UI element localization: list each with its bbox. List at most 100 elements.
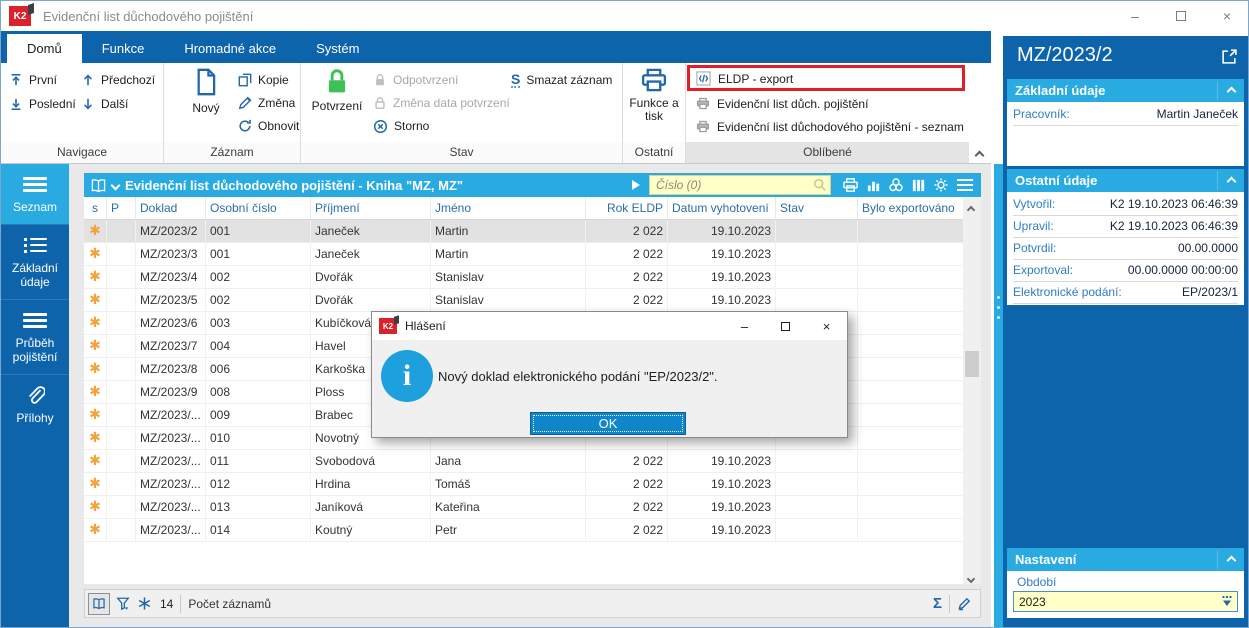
column-header-rok-eldp[interactable]: Rok ELDP — [586, 197, 668, 219]
cell-stav — [776, 266, 858, 288]
eldp-export-button[interactable]: ELDP - export — [696, 67, 793, 90]
storno-button[interactable]: Storno — [373, 115, 429, 137]
scroll-up-icon[interactable] — [966, 202, 976, 215]
dialog-close-button[interactable]: × — [822, 318, 831, 334]
table-row[interactable]: ✱ MZ/2023/... 012 Hrdina Tomáš 2 022 19.… — [84, 473, 963, 496]
zmena-button[interactable]: Změna — [238, 92, 295, 114]
column-header-prijmeni[interactable]: Příjmení — [311, 197, 431, 219]
cell-osobni-cislo: 014 — [206, 519, 311, 541]
tab-domu[interactable]: Domů — [7, 34, 82, 63]
sidebar-item-zakladni-udaje[interactable]: Základní údaje — [1, 225, 69, 300]
snowflake-icon[interactable] — [137, 596, 152, 611]
column-header-doklad[interactable]: Doklad — [136, 197, 206, 219]
tab-funkce[interactable]: Funkce — [101, 41, 145, 56]
grid-header-row: s P Doklad Osobní číslo Příjmení Jméno R… — [84, 197, 963, 220]
column-header-s[interactable]: s — [84, 197, 107, 219]
chart-icon[interactable] — [866, 178, 881, 193]
cell-p — [107, 473, 136, 495]
ok-button[interactable]: OK — [530, 412, 686, 435]
scroll-down-icon[interactable] — [966, 571, 976, 584]
obnovit-button[interactable]: Obnovit — [238, 115, 299, 137]
tab-system[interactable]: Systém — [316, 41, 360, 56]
close-button[interactable]: × — [1222, 8, 1232, 24]
collapse-icon[interactable] — [1226, 176, 1237, 187]
lookup-dropdown-icon[interactable] — [1220, 595, 1234, 608]
section-header-nastaveni[interactable]: Nastavení — [1007, 548, 1244, 571]
sidebar-item-seznam[interactable]: Seznam — [1, 164, 69, 225]
print-grid-icon[interactable] — [842, 177, 859, 193]
column-header-osobni-cislo[interactable]: Osobní číslo — [206, 197, 311, 219]
chevron-down-icon[interactable] — [110, 178, 121, 192]
kopie-button[interactable]: Kopie — [238, 69, 289, 91]
cell-osobni-cislo: 006 — [206, 358, 311, 380]
table-row[interactable]: ✱ MZ/2023/2 001 Janeček Martin 2 022 19.… — [84, 220, 963, 243]
funkce-a-tisk-button[interactable]: Funkce a tisk — [626, 67, 682, 123]
dialog-minimize-button[interactable]: – — [740, 318, 749, 334]
hlaseni-dialog: K2 Hlášení – × i Nový doklad elektronick… — [371, 311, 848, 438]
section-header-zakladni-udaje[interactable]: Základní údaje — [1007, 79, 1244, 102]
dialog-maximize-button[interactable] — [765, 312, 806, 340]
cell-osobni-cislo: 010 — [206, 427, 311, 449]
record-star-icon: ✱ — [89, 269, 101, 285]
cell-stav — [776, 312, 858, 334]
cell-osobni-cislo: 002 — [206, 289, 311, 311]
filter-icon[interactable] — [116, 596, 130, 611]
analysis-icon[interactable] — [888, 177, 904, 193]
grid-vertical-scrollbar[interactable] — [963, 197, 981, 584]
book-icon[interactable] — [90, 178, 107, 193]
favorite-print-eldp-button[interactable]: Evidenční list důch. pojištění — [696, 92, 868, 115]
posledni-button[interactable]: Poslední — [9, 93, 76, 115]
cell-bylo-exportovano — [858, 496, 963, 518]
menu-icon[interactable] — [956, 178, 974, 192]
sidebar-item-prubeh-pojisteni[interactable]: Průběh pojištění — [1, 300, 69, 375]
search-input[interactable] — [649, 175, 831, 195]
grid-title: Evidenční list důchodového pojištění - K… — [125, 177, 464, 193]
open-in-window-icon[interactable] — [1221, 48, 1238, 65]
scrollbar-thumb[interactable] — [965, 351, 979, 377]
collapse-icon[interactable] — [1226, 555, 1237, 566]
detail-record-title: MZ/2023/2 — [1017, 44, 1113, 66]
table-row[interactable]: ✱ MZ/2023/... 014 Koutný Petr 2 022 19.1… — [84, 519, 963, 542]
cell-osobni-cislo: 013 — [206, 496, 311, 518]
novy-button[interactable]: Nový — [178, 67, 234, 115]
minimize-button[interactable]: – — [1131, 8, 1139, 24]
smazat-zaznam-button[interactable]: S Smazat záznam — [511, 71, 613, 88]
sidebar-item-prilohy[interactable]: Přílohy — [1, 375, 69, 435]
cell-osobni-cislo: 008 — [206, 381, 311, 403]
column-header-bylo-exportovano[interactable]: Bylo exportováno — [862, 201, 955, 215]
column-header-stav[interactable]: Stav — [776, 197, 858, 219]
dalsi-button[interactable]: Další — [81, 93, 128, 115]
sum-sigma-icon[interactable]: Σ — [932, 595, 942, 612]
columns-icon[interactable] — [911, 178, 926, 193]
potvrzeni-button[interactable]: Potvrzení — [309, 67, 365, 113]
group-label-zaznam: Záznam — [164, 142, 300, 163]
table-row[interactable]: ✱ MZ/2023/4 002 Dvořák Stanislav 2 022 1… — [84, 266, 963, 289]
favorite-print-seznam-button[interactable]: Evidenční list důchodového pojištění - s… — [696, 115, 964, 138]
settings-gear-icon[interactable] — [933, 177, 949, 193]
play-filter-icon[interactable] — [632, 180, 640, 190]
maximize-button[interactable] — [1158, 1, 1204, 31]
table-row[interactable]: ✱ MZ/2023/... 010 Novotný — [84, 427, 963, 450]
edit-pencil-icon[interactable] — [957, 596, 972, 611]
ribbon-collapse-icon[interactable] — [974, 148, 985, 161]
prvni-button[interactable]: První — [9, 69, 57, 91]
column-header-datum-vyhotoveni[interactable]: Datum vyhotovení — [668, 197, 776, 219]
predchozi-button[interactable]: Předchozí — [81, 69, 155, 91]
table-row[interactable]: ✱ MZ/2023/5 002 Dvořák Stanislav 2 022 1… — [84, 289, 963, 312]
collapse-icon[interactable] — [1226, 86, 1237, 97]
book-view-icon[interactable] — [88, 592, 110, 615]
tab-hromadne-akce[interactable]: Hromadné akce — [184, 41, 277, 56]
table-row[interactable]: ✱ MZ/2023/... 011 Svobodová Jana 2 022 1… — [84, 450, 963, 473]
cell-doklad: MZ/2023/... — [136, 496, 206, 518]
search-icon — [813, 178, 827, 192]
column-header-jmeno[interactable]: Jméno — [431, 197, 586, 219]
table-row[interactable]: ✱ MZ/2023/... 013 Janíková Kateřina 2 02… — [84, 496, 963, 519]
cell-datum-vyhotoveni: 19.10.2023 — [668, 496, 776, 518]
obdobi-input[interactable] — [1013, 591, 1238, 612]
column-header-p[interactable]: P — [107, 197, 136, 219]
panel-splitter[interactable] — [994, 164, 1003, 627]
table-row[interactable]: ✱ MZ/2023/3 001 Janeček Martin 2 022 19.… — [84, 243, 963, 266]
cell-stav — [776, 243, 858, 265]
section-header-ostatni-udaje[interactable]: Ostatní údaje — [1007, 169, 1244, 192]
detail-field-row: Exportoval: 00.00.0000 00:00:00 — [1013, 260, 1238, 282]
